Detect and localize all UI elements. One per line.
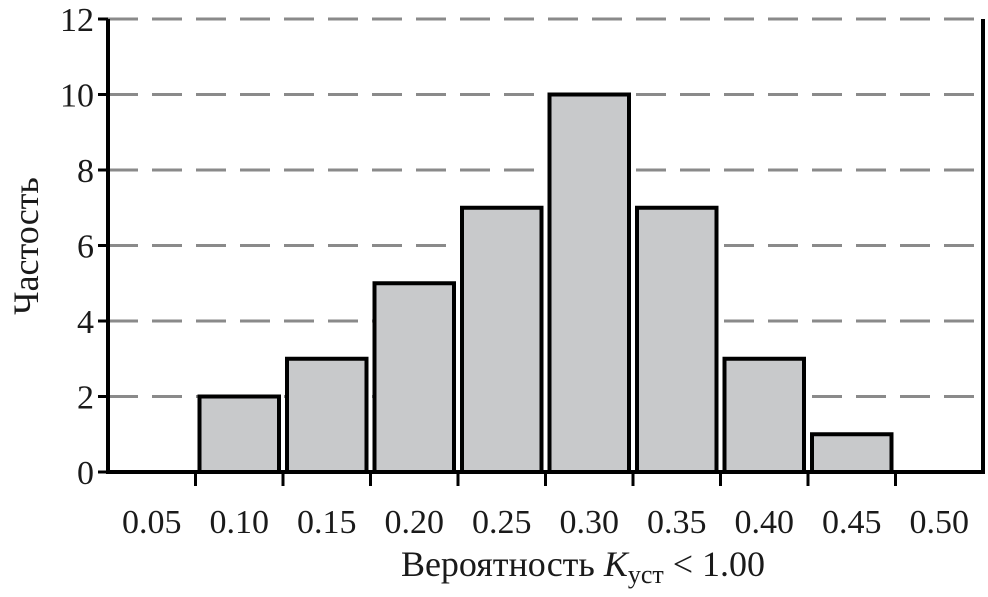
bar-1 <box>197 394 281 474</box>
x-tick-label-1: 0.10 <box>210 504 270 541</box>
bar-3 <box>372 281 456 474</box>
y-tick-label-2: 2 <box>77 380 94 417</box>
x-axis-title-symbol: K <box>603 544 630 584</box>
bars <box>197 92 894 474</box>
x-tick-label-6: 0.35 <box>647 504 707 541</box>
x-axis-title-suffix: < 1.00 <box>664 544 765 584</box>
x-axis-title: Вероятность Kуст < 1.00 <box>401 544 765 589</box>
x-tick-label-2: 0.15 <box>297 504 357 541</box>
grid-lines <box>108 17 983 398</box>
bar-2 <box>285 356 369 474</box>
y-tick-label-6: 6 <box>77 229 94 266</box>
y-tick-label-4: 4 <box>77 304 94 341</box>
x-axis-title-subscript: уст <box>628 560 664 589</box>
y-tick-label-0: 0 <box>77 455 94 492</box>
y-tick-label-12: 12 <box>60 2 94 39</box>
x-tick-label-9: 0.50 <box>910 504 970 541</box>
axes <box>98 17 985 486</box>
bar-7 <box>722 356 806 474</box>
bar-4 <box>460 205 544 474</box>
tick-labels: 0 2 4 6 8 10 12 0.05 0.10 0.15 0.20 0.25 0.30 0.35 0.4… <box>60 2 969 541</box>
x-axis-title-prefix: Вероятность <box>401 544 604 584</box>
bar-8 <box>810 432 894 474</box>
x-tick-label-4: 0.25 <box>472 504 532 541</box>
y-tick-label-8: 8 <box>77 153 94 190</box>
x-tick-label-7: 0.40 <box>735 504 795 541</box>
x-tick-label-8: 0.45 <box>822 504 882 541</box>
x-tick-label-5: 0.30 <box>560 504 620 541</box>
y-tick-label-10: 10 <box>60 78 94 115</box>
bar-5 <box>547 92 631 474</box>
bar-6 <box>635 205 719 474</box>
y-axis-title: Частость <box>6 177 46 315</box>
x-tick-label-0: 0.05 <box>122 504 182 541</box>
x-tick-label-3: 0.20 <box>385 504 445 541</box>
